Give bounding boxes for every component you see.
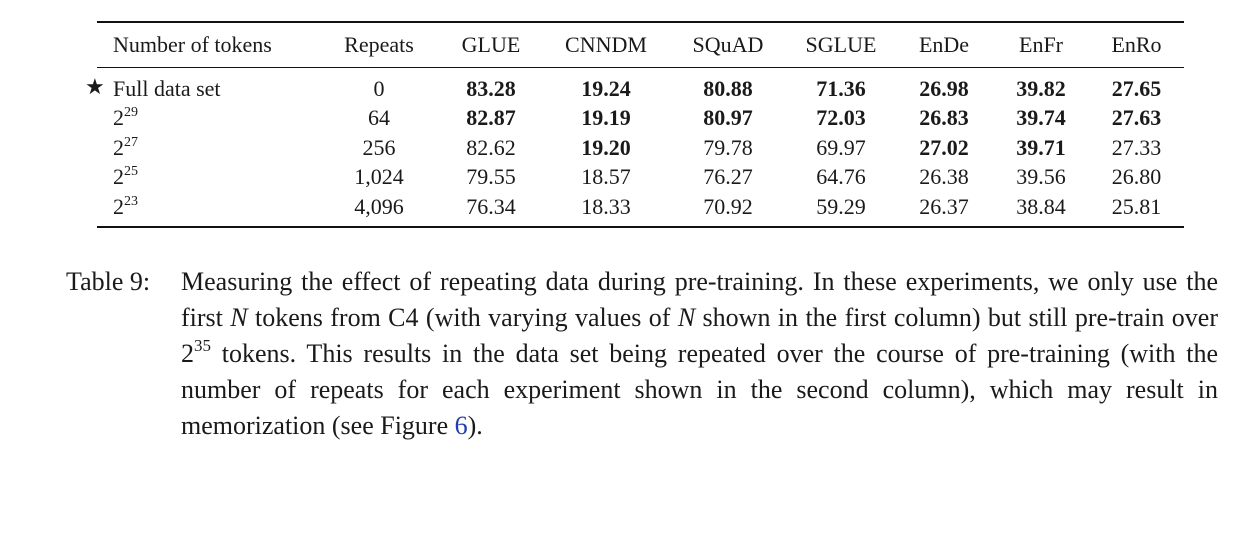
cell-squad: 79.78 <box>703 134 753 160</box>
figure-6-link[interactable]: 6 <box>454 411 468 440</box>
caption-part-4: tokens. This results in the data set bei… <box>181 339 1218 440</box>
cell-glue: 82.62 <box>466 134 516 160</box>
caption-part-5: ). <box>467 411 483 440</box>
caption-power-exponent: 35 <box>194 336 211 355</box>
cell-sglue: 69.97 <box>816 134 866 160</box>
row-label-exponent: 29 <box>124 105 138 121</box>
row-label-exponent: 27 <box>124 134 138 150</box>
cell-ende: 26.83 <box>919 105 969 131</box>
results-table: Number of tokens Repeats GLUE CNNDM SQuA… <box>85 23 1184 226</box>
cell-cnndm: 19.20 <box>581 134 631 160</box>
cell-glue: 82.87 <box>466 105 516 131</box>
row-token-count: 225 <box>97 163 319 193</box>
row-label: 2 <box>113 105 124 131</box>
row-token-count: 229 <box>97 104 319 134</box>
table-row: 227 256 82.62 19.20 79.78 69.97 27.02 39.71 27.3… <box>97 133 1184 163</box>
cell-sglue: 71.36 <box>816 75 866 101</box>
header-enro: EnRo <box>1111 32 1162 57</box>
header-number-of-tokens: Number of tokens <box>113 32 272 57</box>
cell-glue: 79.55 <box>466 164 516 190</box>
cell-ende: 27.02 <box>919 134 969 160</box>
cell-enro: 27.33 <box>1111 134 1162 160</box>
results-table-container: Number of tokens Repeats GLUE CNNDM SQuA… <box>85 21 1184 228</box>
cell-enfr: 39.56 <box>1016 164 1066 190</box>
cell-cnndm: 18.33 <box>581 193 631 219</box>
header-ende: EnDe <box>918 32 970 57</box>
caption-power-base: 2 <box>181 339 194 368</box>
cell-repeats: 1,024 <box>354 164 404 190</box>
cell-enfr: 38.84 <box>1016 193 1066 219</box>
header-glue: GLUE <box>461 32 521 57</box>
table-row: ★ Full data set 0 83.28 19.24 80.88 71.36 26.98… <box>85 68 1184 104</box>
caption-part-2: tokens from C4 (with varying values of <box>247 303 678 332</box>
cell-squad: 80.88 <box>703 75 753 101</box>
row-label: 2 <box>113 164 124 190</box>
table-row: 225 1,024 79.55 18.57 76.27 64.76 26.38 39.56 26… <box>97 163 1184 193</box>
cell-sglue: 72.03 <box>816 105 866 131</box>
top-rule <box>97 21 1184 23</box>
table-caption: Table 9: Measuring the effect of repeati… <box>66 264 1218 444</box>
header-row: Number of tokens Repeats GLUE CNNDM SQuA… <box>97 23 1184 67</box>
cell-sglue: 64.76 <box>816 164 866 190</box>
row-token-count: 223 <box>97 192 319 226</box>
cell-ende: 26.98 <box>919 75 969 101</box>
row-label: 2 <box>113 193 124 219</box>
caption-power: 235 <box>181 336 211 368</box>
cell-repeats: 256 <box>362 134 396 160</box>
cell-enfr: 39.74 <box>1016 105 1066 131</box>
caption-part-1: Measuring the effect of repeating data d… <box>181 267 1218 332</box>
row-label-exponent: 23 <box>124 193 138 209</box>
cell-sglue: 59.29 <box>816 193 866 219</box>
header-squad: SQuAD <box>692 32 764 57</box>
row-token-count: ★ Full data set <box>85 68 319 104</box>
caption-var-n-2: N <box>677 303 696 332</box>
header-repeats: Repeats <box>344 32 414 57</box>
cell-repeats: 0 <box>373 75 385 101</box>
caption-part-3: shown in the first column) but still pre… <box>695 303 1218 332</box>
cell-enfr: 39.71 <box>1016 134 1066 160</box>
table-row: 223 4,096 76.34 18.33 70.92 59.29 26.37 38.84 25… <box>97 192 1184 226</box>
cell-enro: 25.81 <box>1111 193 1162 219</box>
cell-ende: 26.38 <box>919 164 969 190</box>
cell-ende: 26.37 <box>919 193 969 219</box>
header-rule <box>97 67 1184 68</box>
caption-label: Table 9: <box>66 267 151 296</box>
caption-var-n-1: N <box>230 303 248 332</box>
header-cnndm: CNNDM <box>565 32 647 57</box>
cell-cnndm: 19.19 <box>581 105 631 131</box>
row-token-count: 227 <box>97 133 319 163</box>
table-body: ★ Full data set 0 83.28 19.24 80.88 71.36 26.98… <box>85 68 1184 226</box>
cell-enro: 27.65 <box>1111 75 1162 101</box>
caption-text: Measuring the effect of repeating data d… <box>181 264 1218 444</box>
cell-squad: 80.97 <box>703 105 753 131</box>
cell-glue: 76.34 <box>466 193 516 219</box>
cell-enro: 26.80 <box>1111 164 1162 190</box>
header-enfr: EnFr <box>1019 32 1063 57</box>
cell-squad: 76.27 <box>703 164 753 190</box>
cell-repeats: 64 <box>368 105 390 131</box>
row-label: 2 <box>113 134 124 160</box>
row-label: Full data set <box>113 75 221 101</box>
row-label-exponent: 25 <box>124 164 138 180</box>
bottom-rule <box>97 225 1184 228</box>
cell-cnndm: 19.24 <box>581 75 631 101</box>
cell-cnndm: 18.57 <box>581 164 631 190</box>
cell-enro: 27.63 <box>1111 105 1162 131</box>
table-row: 229 64 82.87 19.19 80.97 72.03 26.83 39.74 27.63 <box>97 104 1184 134</box>
header-sglue: SGLUE <box>805 32 877 57</box>
baseline-star-icon: ★ <box>85 74 105 99</box>
cell-glue: 83.28 <box>466 75 516 101</box>
cell-squad: 70.92 <box>703 193 753 219</box>
cell-enfr: 39.82 <box>1016 75 1066 101</box>
cell-repeats: 4,096 <box>354 193 404 219</box>
